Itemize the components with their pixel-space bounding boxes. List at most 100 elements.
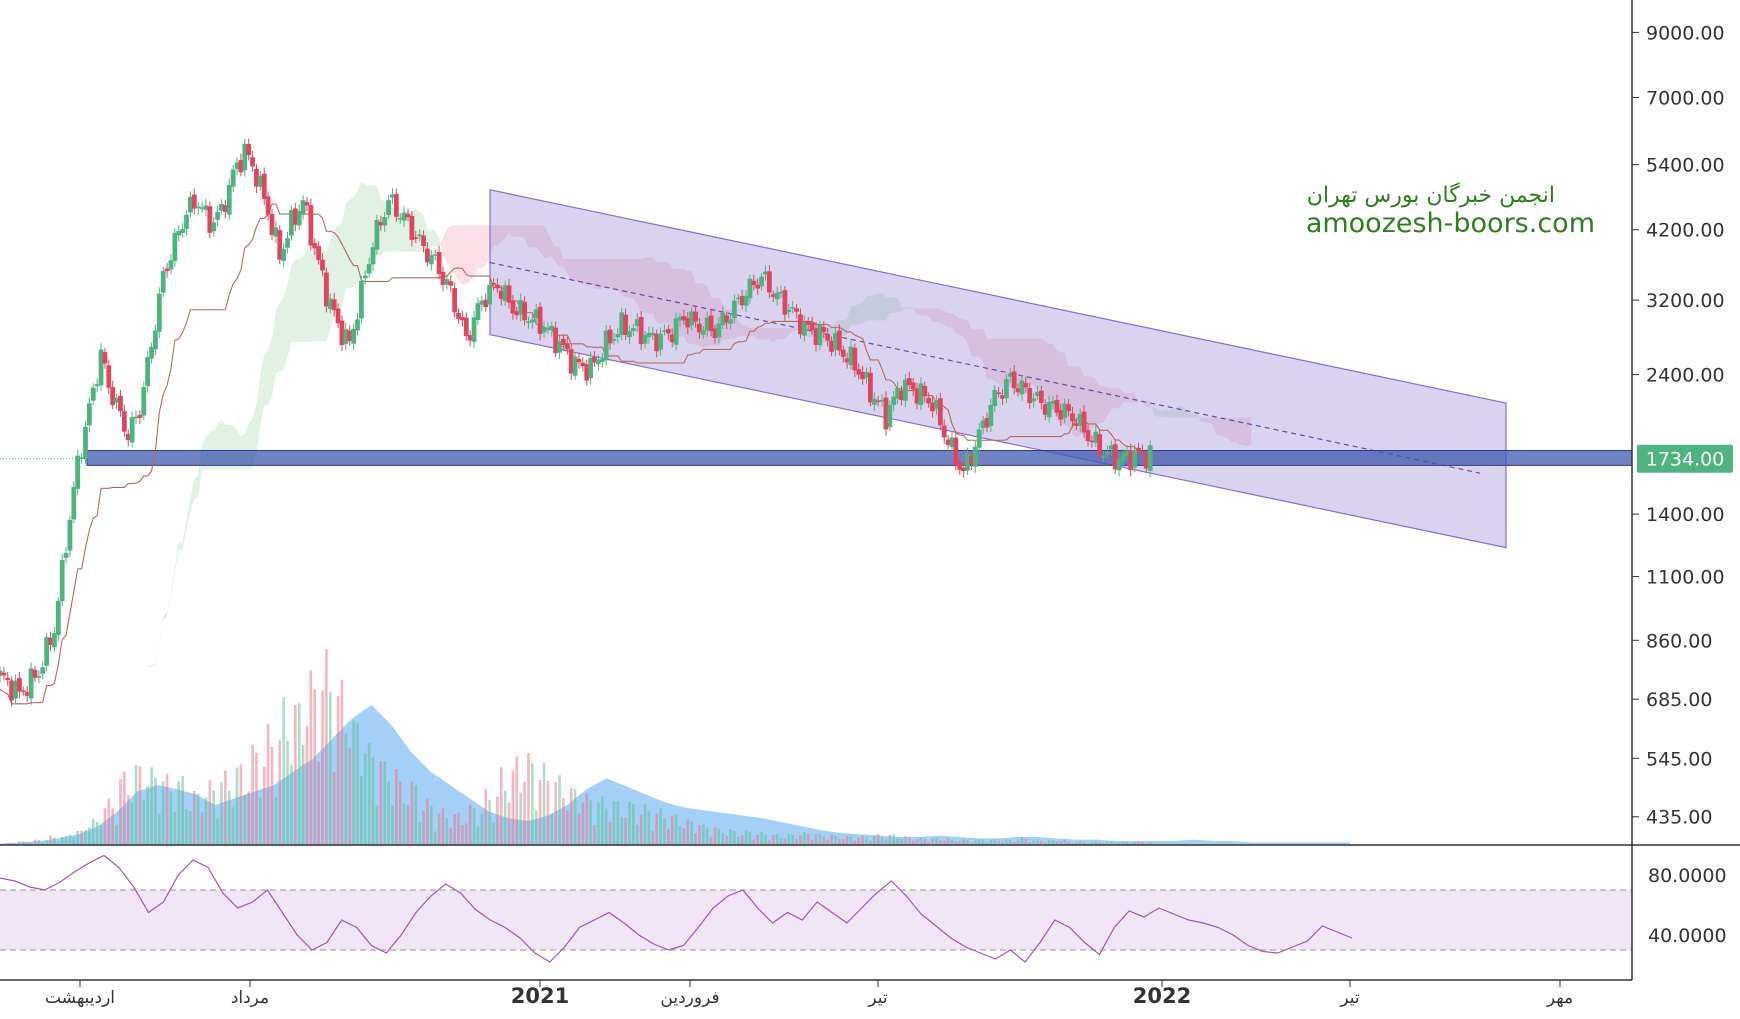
cloud-segment xyxy=(528,225,533,248)
cloud-segment xyxy=(186,497,191,530)
time-label: فروردین xyxy=(660,988,719,1008)
candle-body xyxy=(44,637,50,666)
candle-body xyxy=(102,352,108,364)
cloud-segment xyxy=(279,296,284,372)
candle-body xyxy=(545,327,551,330)
cloud-segment xyxy=(738,321,743,336)
candle-body xyxy=(456,312,461,319)
cloud-segment xyxy=(341,203,346,308)
candle-body xyxy=(813,328,819,345)
candle-body xyxy=(685,317,691,328)
cloud-segment xyxy=(567,258,572,281)
volume-bar xyxy=(527,753,530,845)
volume-bar xyxy=(367,743,371,845)
candle-body xyxy=(156,293,162,332)
cloud-segment xyxy=(462,225,467,286)
candle-body xyxy=(238,160,244,173)
cloud-segment xyxy=(400,211,405,252)
cloud-segment xyxy=(913,307,918,316)
candle-body xyxy=(630,328,636,332)
cloud-segment xyxy=(641,257,646,313)
candle-body xyxy=(642,335,648,344)
cloud-segment xyxy=(878,293,883,321)
candle-body xyxy=(296,210,302,226)
cloud-segment xyxy=(757,327,762,340)
candle-body xyxy=(374,219,380,250)
cloud-segment xyxy=(190,478,195,512)
candle-body xyxy=(487,284,492,305)
candle-body xyxy=(1073,423,1079,426)
cloud-segment xyxy=(575,258,579,282)
candle-body xyxy=(1058,410,1064,420)
volume-bar xyxy=(838,839,841,845)
candle-body xyxy=(1038,390,1044,403)
candle-body xyxy=(1062,403,1068,418)
cloud-segment xyxy=(637,258,642,313)
volume-bar xyxy=(915,839,919,845)
volume-bar xyxy=(624,817,627,845)
volume-bar xyxy=(635,824,639,845)
candle-body xyxy=(1077,413,1083,426)
candle-body xyxy=(844,358,850,363)
cloud-segment xyxy=(128,683,133,686)
candle-body xyxy=(522,301,527,321)
candle-body xyxy=(355,319,360,331)
volume-bar xyxy=(169,791,173,845)
candle-body xyxy=(724,315,730,323)
price-tick-label: 545.00 xyxy=(1646,748,1712,770)
candle-body xyxy=(949,437,955,448)
volume-bar xyxy=(111,808,114,845)
volume-bar xyxy=(247,791,250,845)
cloud-segment xyxy=(1154,407,1158,417)
volume-bar xyxy=(566,810,569,845)
cloud-segment xyxy=(365,184,370,275)
cloud-segment xyxy=(1130,393,1135,403)
cloud-segment xyxy=(660,261,665,324)
volume-bar xyxy=(406,805,410,845)
volume-bar xyxy=(76,831,80,845)
cloud-segment xyxy=(788,327,793,335)
candle-body xyxy=(1000,395,1005,399)
candle-body xyxy=(937,398,943,426)
volume-bar xyxy=(682,828,686,845)
cloud-segment xyxy=(524,225,529,248)
volume-bar xyxy=(1063,839,1066,845)
volume-bar xyxy=(1098,842,1101,845)
cloud-segment xyxy=(994,338,999,385)
volume-bar xyxy=(892,834,896,845)
volume-bar xyxy=(286,741,289,845)
cloud-segment xyxy=(1181,406,1186,418)
volume-bar xyxy=(966,840,969,845)
volume-bar xyxy=(632,804,635,845)
cloud-segment xyxy=(749,327,754,336)
candle-body xyxy=(1085,430,1091,442)
volume-bar xyxy=(1055,841,1059,845)
volume-bar xyxy=(294,704,297,845)
candle-body xyxy=(98,349,104,386)
candle-body xyxy=(502,285,508,302)
volume-bar xyxy=(647,810,651,845)
candle-body xyxy=(351,328,356,344)
volume-bar xyxy=(126,795,130,845)
candle-body xyxy=(681,316,687,321)
cloud-segment xyxy=(777,327,782,340)
volume-bar xyxy=(2,843,6,845)
volume-bar xyxy=(204,797,208,845)
volume-bar xyxy=(593,824,596,845)
cloud-segment xyxy=(268,338,272,406)
volume-bar xyxy=(748,831,752,845)
volume-bar xyxy=(274,796,278,845)
last-price-label: 1734.00 xyxy=(1646,449,1725,471)
candle-body xyxy=(611,338,617,341)
volume-bar xyxy=(80,830,83,845)
volume-bar xyxy=(977,839,981,845)
cloud-segment xyxy=(742,324,747,336)
volume-bar xyxy=(1005,839,1008,845)
cloud-segment xyxy=(1173,406,1178,418)
cloud-segment xyxy=(1220,417,1224,438)
candle-body xyxy=(172,232,178,262)
volume-bar xyxy=(95,821,99,845)
cloud-segment xyxy=(306,249,311,342)
volume-bar xyxy=(1059,841,1063,845)
